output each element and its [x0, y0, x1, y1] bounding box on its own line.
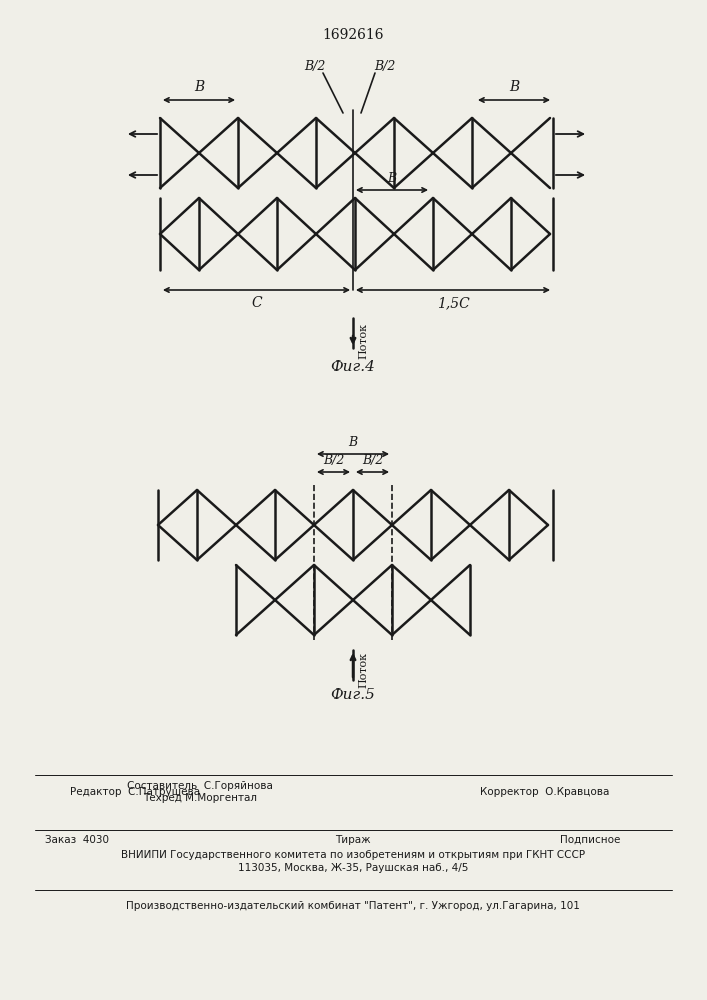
Text: C: C [251, 296, 262, 310]
Text: B: B [349, 436, 358, 449]
Text: ВНИИПИ Государственного комитета по изобретениям и открытиям при ГКНТ СССР: ВНИИПИ Государственного комитета по изоб… [121, 850, 585, 860]
Text: B/2: B/2 [362, 454, 383, 467]
Text: B/2: B/2 [374, 60, 396, 73]
Text: Производственно-издательский комбинат "Патент", г. Ужгород, ул.Гагарина, 101: Производственно-издательский комбинат "П… [126, 901, 580, 911]
Text: Поток: Поток [358, 652, 368, 688]
Text: 113035, Москва, Ж-35, Раушская наб., 4/5: 113035, Москва, Ж-35, Раушская наб., 4/5 [238, 863, 468, 873]
Text: Редактор  С.Патрушева: Редактор С.Патрушева [70, 787, 200, 797]
Text: B: B [387, 172, 397, 185]
Text: Тираж: Тираж [335, 835, 370, 845]
Text: Поток: Поток [358, 323, 368, 359]
Text: Фиг.4: Фиг.4 [331, 360, 375, 374]
Text: B/2: B/2 [323, 454, 344, 467]
Text: B/2: B/2 [304, 60, 326, 73]
Text: 1,5C: 1,5C [437, 296, 469, 310]
Text: 1692616: 1692616 [322, 28, 384, 42]
Text: B: B [194, 80, 204, 94]
Text: Корректор  О.Кравцова: Корректор О.Кравцова [480, 787, 609, 797]
Text: Техред М.Моргентал: Техред М.Моргентал [143, 793, 257, 803]
Text: Фиг.5: Фиг.5 [331, 688, 375, 702]
Text: Составитель  С.Горяйнова: Составитель С.Горяйнова [127, 781, 273, 791]
Text: B: B [509, 80, 519, 94]
Text: Подписное: Подписное [560, 835, 620, 845]
Text: Заказ  4030: Заказ 4030 [45, 835, 109, 845]
